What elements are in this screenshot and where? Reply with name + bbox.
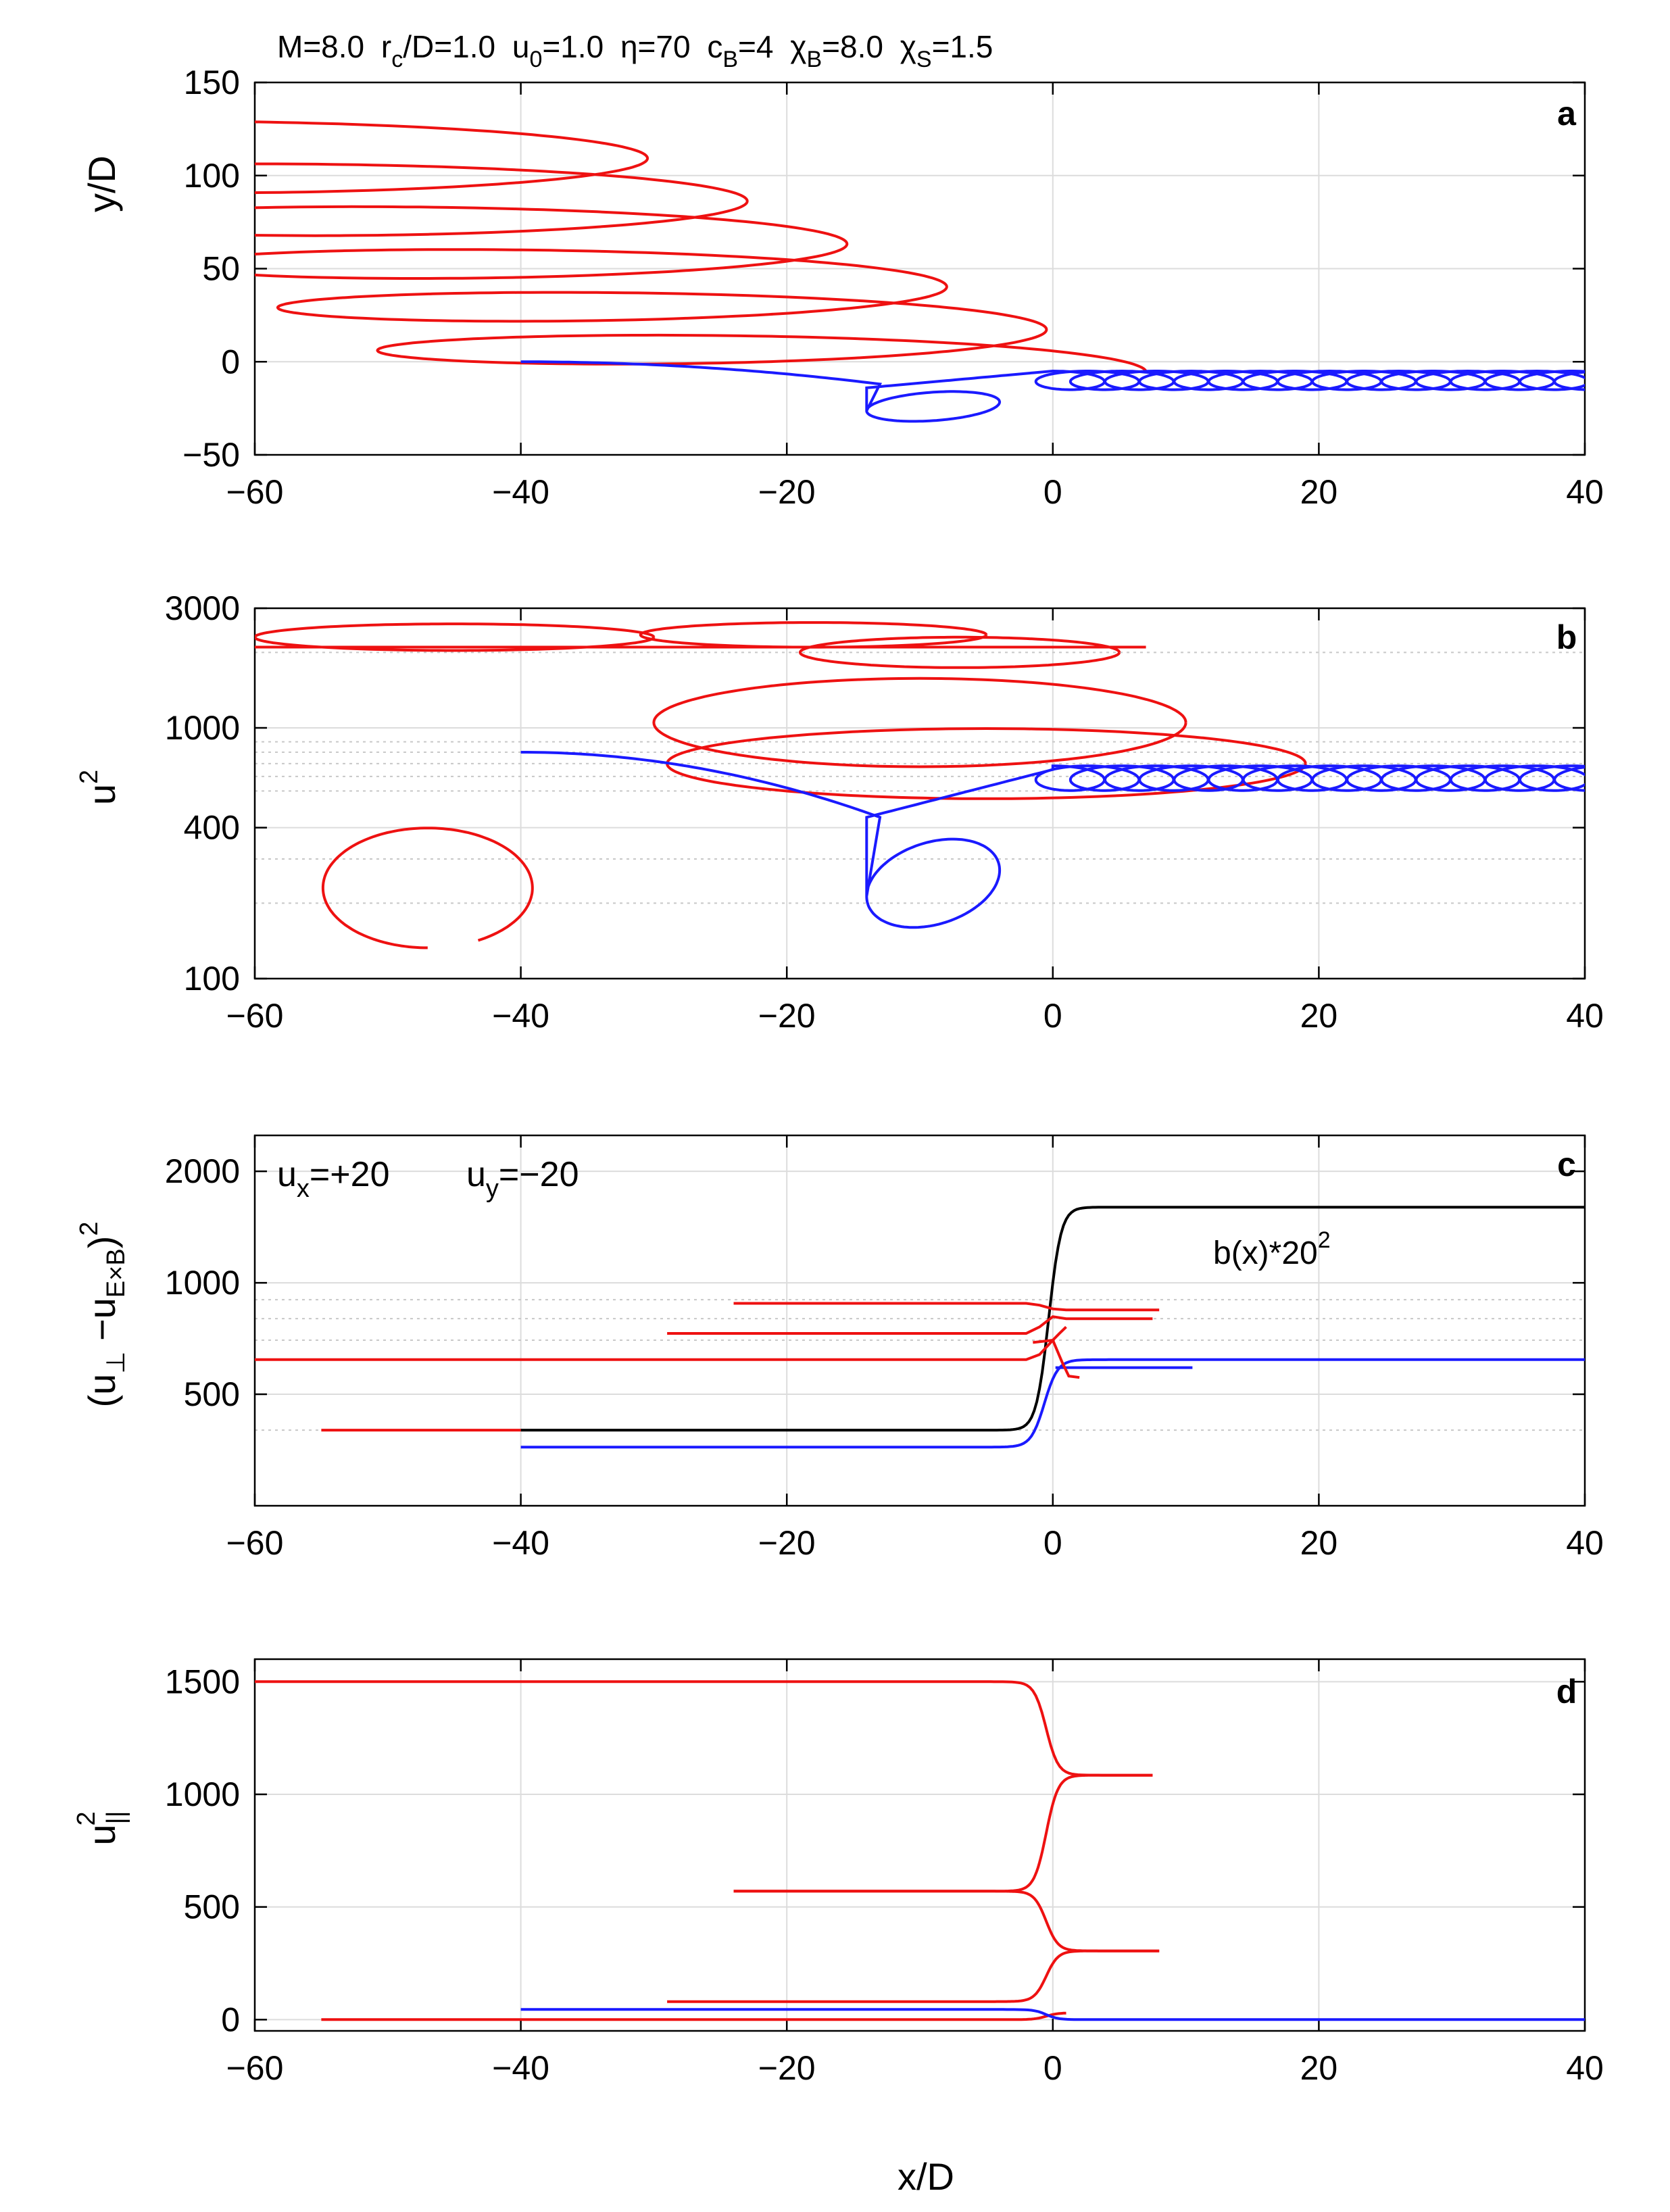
red-curve-d [321, 2011, 1066, 2021]
red-loop-b [652, 677, 1187, 768]
panel-a-xtick-label: 20 [1300, 473, 1338, 511]
panel-b-ytick-label: 3000 [165, 589, 240, 627]
x-axis-label: x/D [898, 2155, 954, 2198]
panel-a-xtick-label: −20 [758, 473, 816, 511]
panel-a-ylabel: y/D [80, 155, 123, 212]
panel-a-xtick-label: 0 [1043, 473, 1062, 511]
panel-a-ytick-label: 0 [221, 343, 240, 380]
panel-letter-a: a [1557, 95, 1577, 132]
red-curve-c [667, 1315, 1153, 1335]
red-curve-d [255, 1680, 1153, 1777]
panel-b-ytick-label: 1000 [165, 709, 240, 747]
annotation-bx: b(x)*202 [1213, 1227, 1331, 1271]
panel-b-xtick-label: −60 [226, 997, 284, 1035]
panel-c-xtick-label: −60 [226, 1524, 284, 1562]
panel-b-xtick-label: 40 [1566, 997, 1604, 1035]
panel-a-plot-area [255, 120, 1585, 423]
panel-d-xtick-label: −20 [758, 2049, 816, 2087]
red-loop-b-low [321, 827, 534, 950]
panel-d-xtick-label: −60 [226, 2049, 284, 2087]
panel-c-xtick-label: −40 [492, 1524, 549, 1562]
panel-d-ytick-label: 500 [184, 1888, 240, 1926]
red-curve-d [733, 1890, 1160, 1952]
panel-d-xtick-label: 40 [1566, 2049, 1604, 2087]
panel-a-xtick-label: −40 [492, 473, 549, 511]
red-curve-c [255, 1325, 1067, 1361]
panel-a: −60 −40 −20 0 20 40 −50 0 50 100 150 [182, 64, 1604, 511]
panel-b-ytick-label: 400 [184, 809, 240, 847]
panel-d-ytick-label: 0 [221, 2000, 240, 2038]
red-curve-d [667, 1949, 1160, 2003]
figure-title: M=8.0 rc/D=1.0 u0=1.0 η=70 cB=4 χB=8.0 χ… [277, 29, 993, 72]
panel-d-plot-area [255, 1680, 1585, 2021]
panel-d-ylabel: u||2 [72, 1811, 130, 1846]
panel-d-ytick-label: 1000 [165, 1775, 240, 1813]
panel-c-ytick-label: 2000 [165, 1152, 240, 1190]
legend-blue: ux=+20 [277, 1155, 390, 1203]
panel-d-frame [253, 1658, 1586, 2032]
panel-b: −60 −40 −20 0 20 40 100 400 1000 3000 [165, 589, 1604, 1035]
red-curve-d [733, 1773, 1153, 1893]
red-curve-c [1033, 1338, 1080, 1379]
panel-a-xtick-label: −60 [226, 473, 284, 511]
panel-a-ytick-label: 100 [184, 157, 240, 195]
panel-b-ytick-label: 100 [184, 960, 240, 998]
panel-d-xtick-label: 20 [1300, 2049, 1338, 2087]
panel-d-ytick-label: 1500 [165, 1663, 240, 1700]
red-trajectory-a [255, 120, 1148, 372]
blue-trajectory-a [520, 360, 1585, 423]
panel-d: −60 −40 −20 0 20 40 0 500 1000 1500 [165, 1658, 1604, 2087]
blue-curve-c [520, 1358, 1585, 1449]
panel-a-xtick-label: 40 [1566, 473, 1604, 511]
panel-a-ytick-label: 50 [202, 250, 240, 288]
panel-c-ytick-label: 1000 [165, 1264, 240, 1302]
panel-c: −60 −40 −20 0 20 40 500 1000 2000 [165, 1134, 1604, 1562]
panel-b-xtick-label: −40 [492, 997, 549, 1035]
panel-b-xtick-label: 20 [1300, 997, 1338, 1035]
panel-b-xtick-label: −20 [758, 997, 816, 1035]
panel-c-frame [253, 1134, 1586, 1507]
red-loop-b [639, 621, 988, 649]
blue-curve-d [520, 2008, 1585, 2021]
panel-d-xtick-label: 0 [1043, 2049, 1062, 2087]
panel-a-ytick-label: −50 [182, 436, 240, 474]
panel-c-xtick-label: 0 [1043, 1524, 1062, 1562]
bx-curve [520, 1206, 1585, 1432]
panel-c-ylabel: (u⊥ −uE×B)2 [75, 1222, 130, 1408]
red-loop-b [255, 622, 656, 652]
panel-b-xtick-label: 0 [1043, 997, 1062, 1035]
panel-b-ylabel: u2 [75, 770, 123, 805]
legend-red: uy=−20 [466, 1155, 579, 1203]
panel-c-xtick-label: −20 [758, 1524, 816, 1562]
panel-b-frame [253, 607, 1586, 980]
panel-d-xtick-label: −40 [492, 2049, 549, 2087]
red-curve-c [733, 1302, 1160, 1312]
panel-letter-c: c [1557, 1146, 1576, 1183]
panel-c-xtick-label: 20 [1300, 1524, 1338, 1562]
panel-b-plot-area [255, 621, 1585, 950]
blue-trajectory-b [520, 751, 1585, 929]
panel-c-ytick-label: 500 [184, 1375, 240, 1413]
panel-a-ytick-label: 150 [184, 64, 240, 101]
red-loop-b [798, 635, 1121, 669]
panel-letter-d: d [1556, 1673, 1577, 1711]
panel-c-plot-area [255, 1206, 1585, 1449]
panel-c-xtick-label: 40 [1566, 1524, 1604, 1562]
panel-letter-b: b [1556, 618, 1577, 656]
